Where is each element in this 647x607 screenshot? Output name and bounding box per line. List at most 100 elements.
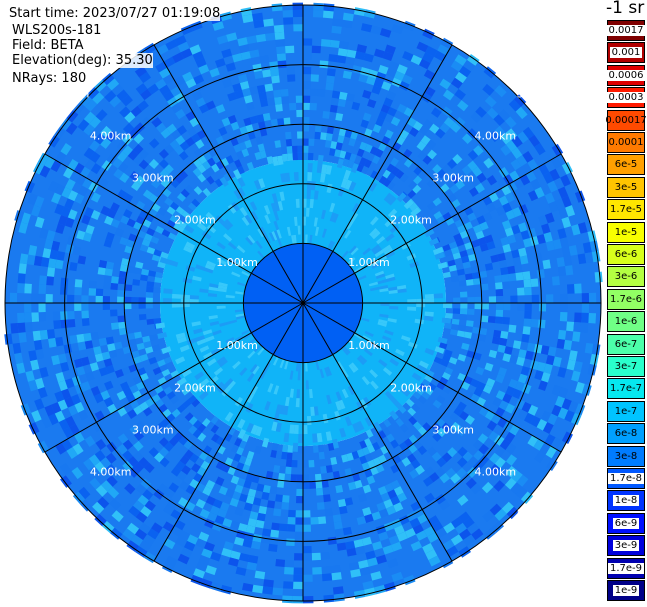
radar-gate-cell [364, 128, 373, 138]
radar-gate-cell [67, 386, 78, 397]
radar-gate-cell [361, 376, 371, 386]
radar-gate-cell [230, 475, 240, 485]
radar-gate-cell [67, 310, 75, 320]
radar-gate-cell [330, 456, 338, 465]
radar-gate-cell [226, 339, 236, 347]
radar-gate-cell [510, 159, 522, 171]
radar-gate-cell [222, 518, 233, 528]
radar-gate-cell [17, 273, 26, 284]
radar-gate-cell [493, 114, 505, 126]
radar-gate-cell [54, 391, 65, 403]
radar-gate-cell [442, 303, 452, 309]
radar-gate-cell [158, 447, 170, 458]
radar-gate-cell [70, 394, 81, 405]
radar-gate-cell [454, 522, 467, 535]
radar-gate-cell [303, 145, 309, 153]
radar-gate-cell [317, 154, 324, 165]
radar-gate-cell [438, 499, 451, 511]
radar-gate-cell [117, 151, 128, 163]
radar-gate-cell [367, 557, 378, 567]
radar-gate-cell [372, 123, 382, 134]
radar-gate-cell [487, 315, 496, 324]
radar-gate-cell [371, 155, 381, 165]
radar-gate-cell [269, 232, 276, 242]
radar-gate-cell [371, 541, 383, 551]
radar-gate-cell [530, 278, 539, 288]
radar-gate-cell [406, 453, 417, 464]
radar-gate-cell [277, 60, 287, 69]
radar-gate-cell [359, 399, 368, 409]
radar-gate-cell [257, 250, 265, 259]
radar-gate-cell [77, 255, 87, 265]
radar-gate-cell [69, 334, 78, 344]
radar-gate-cell [495, 289, 504, 297]
radar-gate-cell [262, 112, 271, 122]
radar-gate-cell [498, 259, 508, 269]
radar-gate-cell [420, 135, 431, 146]
radar-gate-cell [473, 450, 484, 461]
radar-gate-cell [257, 228, 265, 238]
radar-gate-cell [362, 484, 372, 494]
radar-gate-cell [287, 517, 296, 525]
radar-gate-cell [417, 445, 428, 456]
radar-gate-cell [442, 539, 455, 551]
radar-gate-cell [461, 461, 473, 473]
radar-gate-cell [404, 527, 416, 539]
radar-gate-cell [275, 559, 286, 567]
radar-gate-cell [322, 487, 330, 496]
radar-gate-cell [364, 468, 373, 478]
radar-gate-cell [97, 266, 106, 276]
radar-gate-cell [516, 155, 528, 167]
radar-gate-cell [292, 442, 299, 452]
radar-gate-cell [175, 332, 186, 340]
radar-gate-cell [297, 131, 303, 139]
radar-gate-cell [517, 287, 525, 296]
radar-gate-cell [123, 208, 133, 219]
radar-gate-cell [466, 466, 478, 478]
radar-gate-cell [271, 75, 280, 84]
radar-gate-cell [482, 83, 495, 96]
radar-gate-cell [447, 158, 458, 170]
radar-gate-cell [335, 484, 344, 494]
colorbar-tick-label: 3e-7 [614, 361, 638, 372]
radar-gate-cell [17, 312, 25, 323]
radar-gate-cell [342, 526, 353, 536]
radar-gate-cell [339, 150, 347, 159]
radar-gate-cell [227, 380, 236, 390]
radar-gate-cell [543, 232, 553, 243]
radar-gate-cell [232, 491, 242, 501]
range-ring-label: 1.00km [348, 339, 390, 352]
radar-gate-cell [175, 460, 186, 471]
radar-gate-cell [293, 171, 299, 182]
radar-gate-cell [432, 399, 442, 409]
radar-gate-cell [176, 125, 188, 136]
radar-gate-cell [94, 461, 106, 474]
radar-gate-cell [568, 350, 578, 361]
radar-gate-cell [45, 294, 53, 303]
radar-gate-cell [234, 396, 243, 407]
radar-gate-cell [279, 523, 288, 532]
radar-gate-cell [243, 502, 253, 512]
radar-gate-cell [59, 118, 72, 131]
radar-gate-cell [72, 350, 81, 361]
radar-gate-cell [184, 184, 194, 194]
radar-gate-cell [284, 396, 290, 407]
radar-gate-cell [48, 413, 59, 426]
radar-gate-cell [427, 149, 437, 160]
radar-gate-cell [284, 172, 291, 183]
radar-gate-cell [410, 207, 421, 217]
radar-gate-cell [97, 496, 110, 509]
radar-gate-cell [458, 280, 467, 287]
radar-gate-cell [119, 264, 129, 272]
radar-gate-cell [450, 473, 461, 484]
radar-gate-cell [133, 133, 145, 145]
colorbar-unit-label: -1 sr [606, 0, 645, 18]
radar-gate-cell [303, 152, 309, 161]
radar-gate-cell [335, 401, 342, 411]
radar-gate-cell [547, 346, 557, 357]
radar-gate-cell [511, 470, 523, 483]
radar-gate-cell [484, 262, 494, 271]
radar-gate-cell [284, 360, 289, 370]
radar-gate-cell [581, 293, 590, 303]
radar-gate-cell [334, 528, 344, 537]
